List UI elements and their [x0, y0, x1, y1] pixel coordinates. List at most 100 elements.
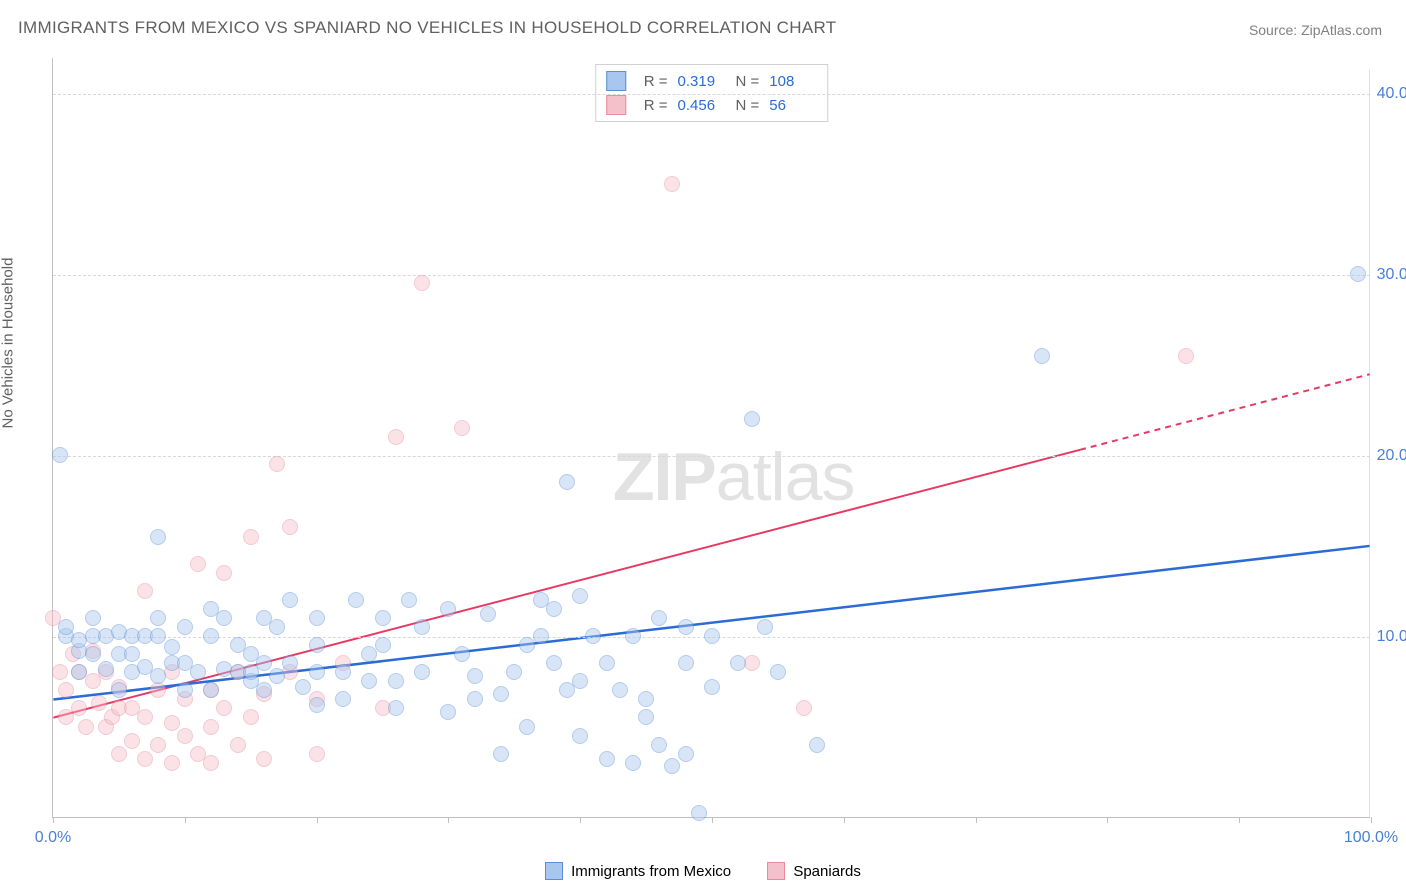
watermark-light: atlas [716, 439, 855, 515]
scatter-point-mexico [361, 673, 377, 689]
x-tick [580, 817, 581, 823]
scatter-point-mexico [612, 682, 628, 698]
scatter-point-mexico [454, 646, 470, 662]
scatter-point-mexico [599, 751, 615, 767]
scatter-point-mexico [348, 592, 364, 608]
scatter-point-mexico [678, 655, 694, 671]
scatter-point-mexico [730, 655, 746, 671]
scatter-point-mexico [678, 619, 694, 635]
y-tick-label: 30.0% [1377, 266, 1406, 284]
scatter-point-mexico [71, 664, 87, 680]
scatter-point-mexico [150, 529, 166, 545]
scatter-point-mexico [651, 610, 667, 626]
n-label: N = [736, 97, 760, 114]
scatter-point-mexico [1034, 348, 1050, 364]
n-value-spaniards: 56 [769, 97, 817, 114]
scatter-point-mexico [203, 682, 219, 698]
scatter-point-spaniards [150, 737, 166, 753]
scatter-point-mexico [585, 628, 601, 644]
x-tick [712, 817, 713, 823]
scatter-point-spaniards [71, 700, 87, 716]
scatter-point-mexico [414, 619, 430, 635]
scatter-point-mexico [256, 682, 272, 698]
scatter-point-mexico [546, 655, 562, 671]
scatter-point-mexico [546, 601, 562, 617]
scatter-point-spaniards [243, 709, 259, 725]
x-tick-label: 100.0% [1344, 829, 1398, 847]
scatter-point-spaniards [256, 751, 272, 767]
scatter-point-spaniards [137, 583, 153, 599]
scatter-point-spaniards [58, 682, 74, 698]
y-tick-label: 20.0% [1377, 447, 1406, 465]
scatter-point-spaniards [230, 737, 246, 753]
plot-area: ZIPatlas R = 0.319 N = 108 R = 0.456 N =… [52, 58, 1370, 818]
scatter-point-mexico [809, 737, 825, 753]
scatter-point-mexico [177, 682, 193, 698]
scatter-point-spaniards [177, 728, 193, 744]
scatter-point-mexico [335, 691, 351, 707]
grid-line [53, 94, 1370, 95]
footer-label-spaniards: Spaniards [793, 863, 861, 880]
scatter-point-mexico [216, 610, 232, 626]
scatter-point-spaniards [111, 746, 127, 762]
scatter-point-spaniards [203, 755, 219, 771]
swatch-spaniards [606, 95, 626, 115]
scatter-point-mexico [375, 610, 391, 626]
footer-legend-mexico: Immigrants from Mexico [545, 862, 731, 880]
scatter-point-mexico [638, 691, 654, 707]
scatter-point-mexico [1350, 266, 1366, 282]
scatter-point-spaniards [414, 275, 430, 291]
x-tick [448, 817, 449, 823]
scatter-point-mexico [401, 592, 417, 608]
scatter-point-mexico [124, 646, 140, 662]
x-tick [53, 817, 54, 823]
scatter-point-mexico [414, 664, 430, 680]
scatter-point-mexico [388, 673, 404, 689]
scatter-point-mexico [638, 709, 654, 725]
y-tick-label: 40.0% [1377, 85, 1406, 103]
scatter-point-mexico [704, 628, 720, 644]
scatter-point-spaniards [164, 715, 180, 731]
scatter-point-mexico [295, 679, 311, 695]
scatter-point-spaniards [203, 719, 219, 735]
grid-line [53, 456, 1370, 457]
scatter-point-spaniards [216, 700, 232, 716]
scatter-point-mexico [111, 682, 127, 698]
scatter-point-mexico [52, 447, 68, 463]
scatter-point-mexico [85, 610, 101, 626]
x-tick [1239, 817, 1240, 823]
r-value-mexico: 0.319 [678, 73, 726, 90]
scatter-point-mexico [757, 619, 773, 635]
grid-line [53, 275, 1370, 276]
scatter-point-mexico [335, 664, 351, 680]
x-tick [1371, 817, 1372, 823]
swatch-mexico [545, 862, 563, 880]
x-tick [1107, 817, 1108, 823]
scatter-point-mexico [744, 411, 760, 427]
swatch-mexico [606, 71, 626, 91]
chart-title: IMMIGRANTS FROM MEXICO VS SPANIARD NO VE… [18, 18, 836, 38]
scatter-point-spaniards [796, 700, 812, 716]
scatter-point-mexico [58, 619, 74, 635]
correlation-legend: R = 0.319 N = 108 R = 0.456 N = 56 [595, 64, 829, 122]
scatter-point-spaniards [243, 529, 259, 545]
x-tick-label: 0.0% [35, 829, 71, 847]
scatter-point-mexico [203, 628, 219, 644]
scatter-point-mexico [493, 686, 509, 702]
right-border [1369, 70, 1370, 817]
legend-row-spaniards: R = 0.456 N = 56 [606, 93, 818, 117]
scatter-point-mexico [691, 805, 707, 821]
scatter-point-mexico [150, 668, 166, 684]
source-attribution: Source: ZipAtlas.com [1249, 22, 1382, 38]
scatter-point-spaniards [78, 719, 94, 735]
r-label: R = [644, 73, 668, 90]
scatter-point-mexico [572, 728, 588, 744]
scatter-point-spaniards [164, 755, 180, 771]
scatter-point-mexico [704, 679, 720, 695]
scatter-point-spaniards [91, 695, 107, 711]
scatter-point-mexico [309, 697, 325, 713]
scatter-point-mexico [572, 588, 588, 604]
x-tick [844, 817, 845, 823]
scatter-point-spaniards [282, 519, 298, 535]
scatter-point-mexico [375, 637, 391, 653]
